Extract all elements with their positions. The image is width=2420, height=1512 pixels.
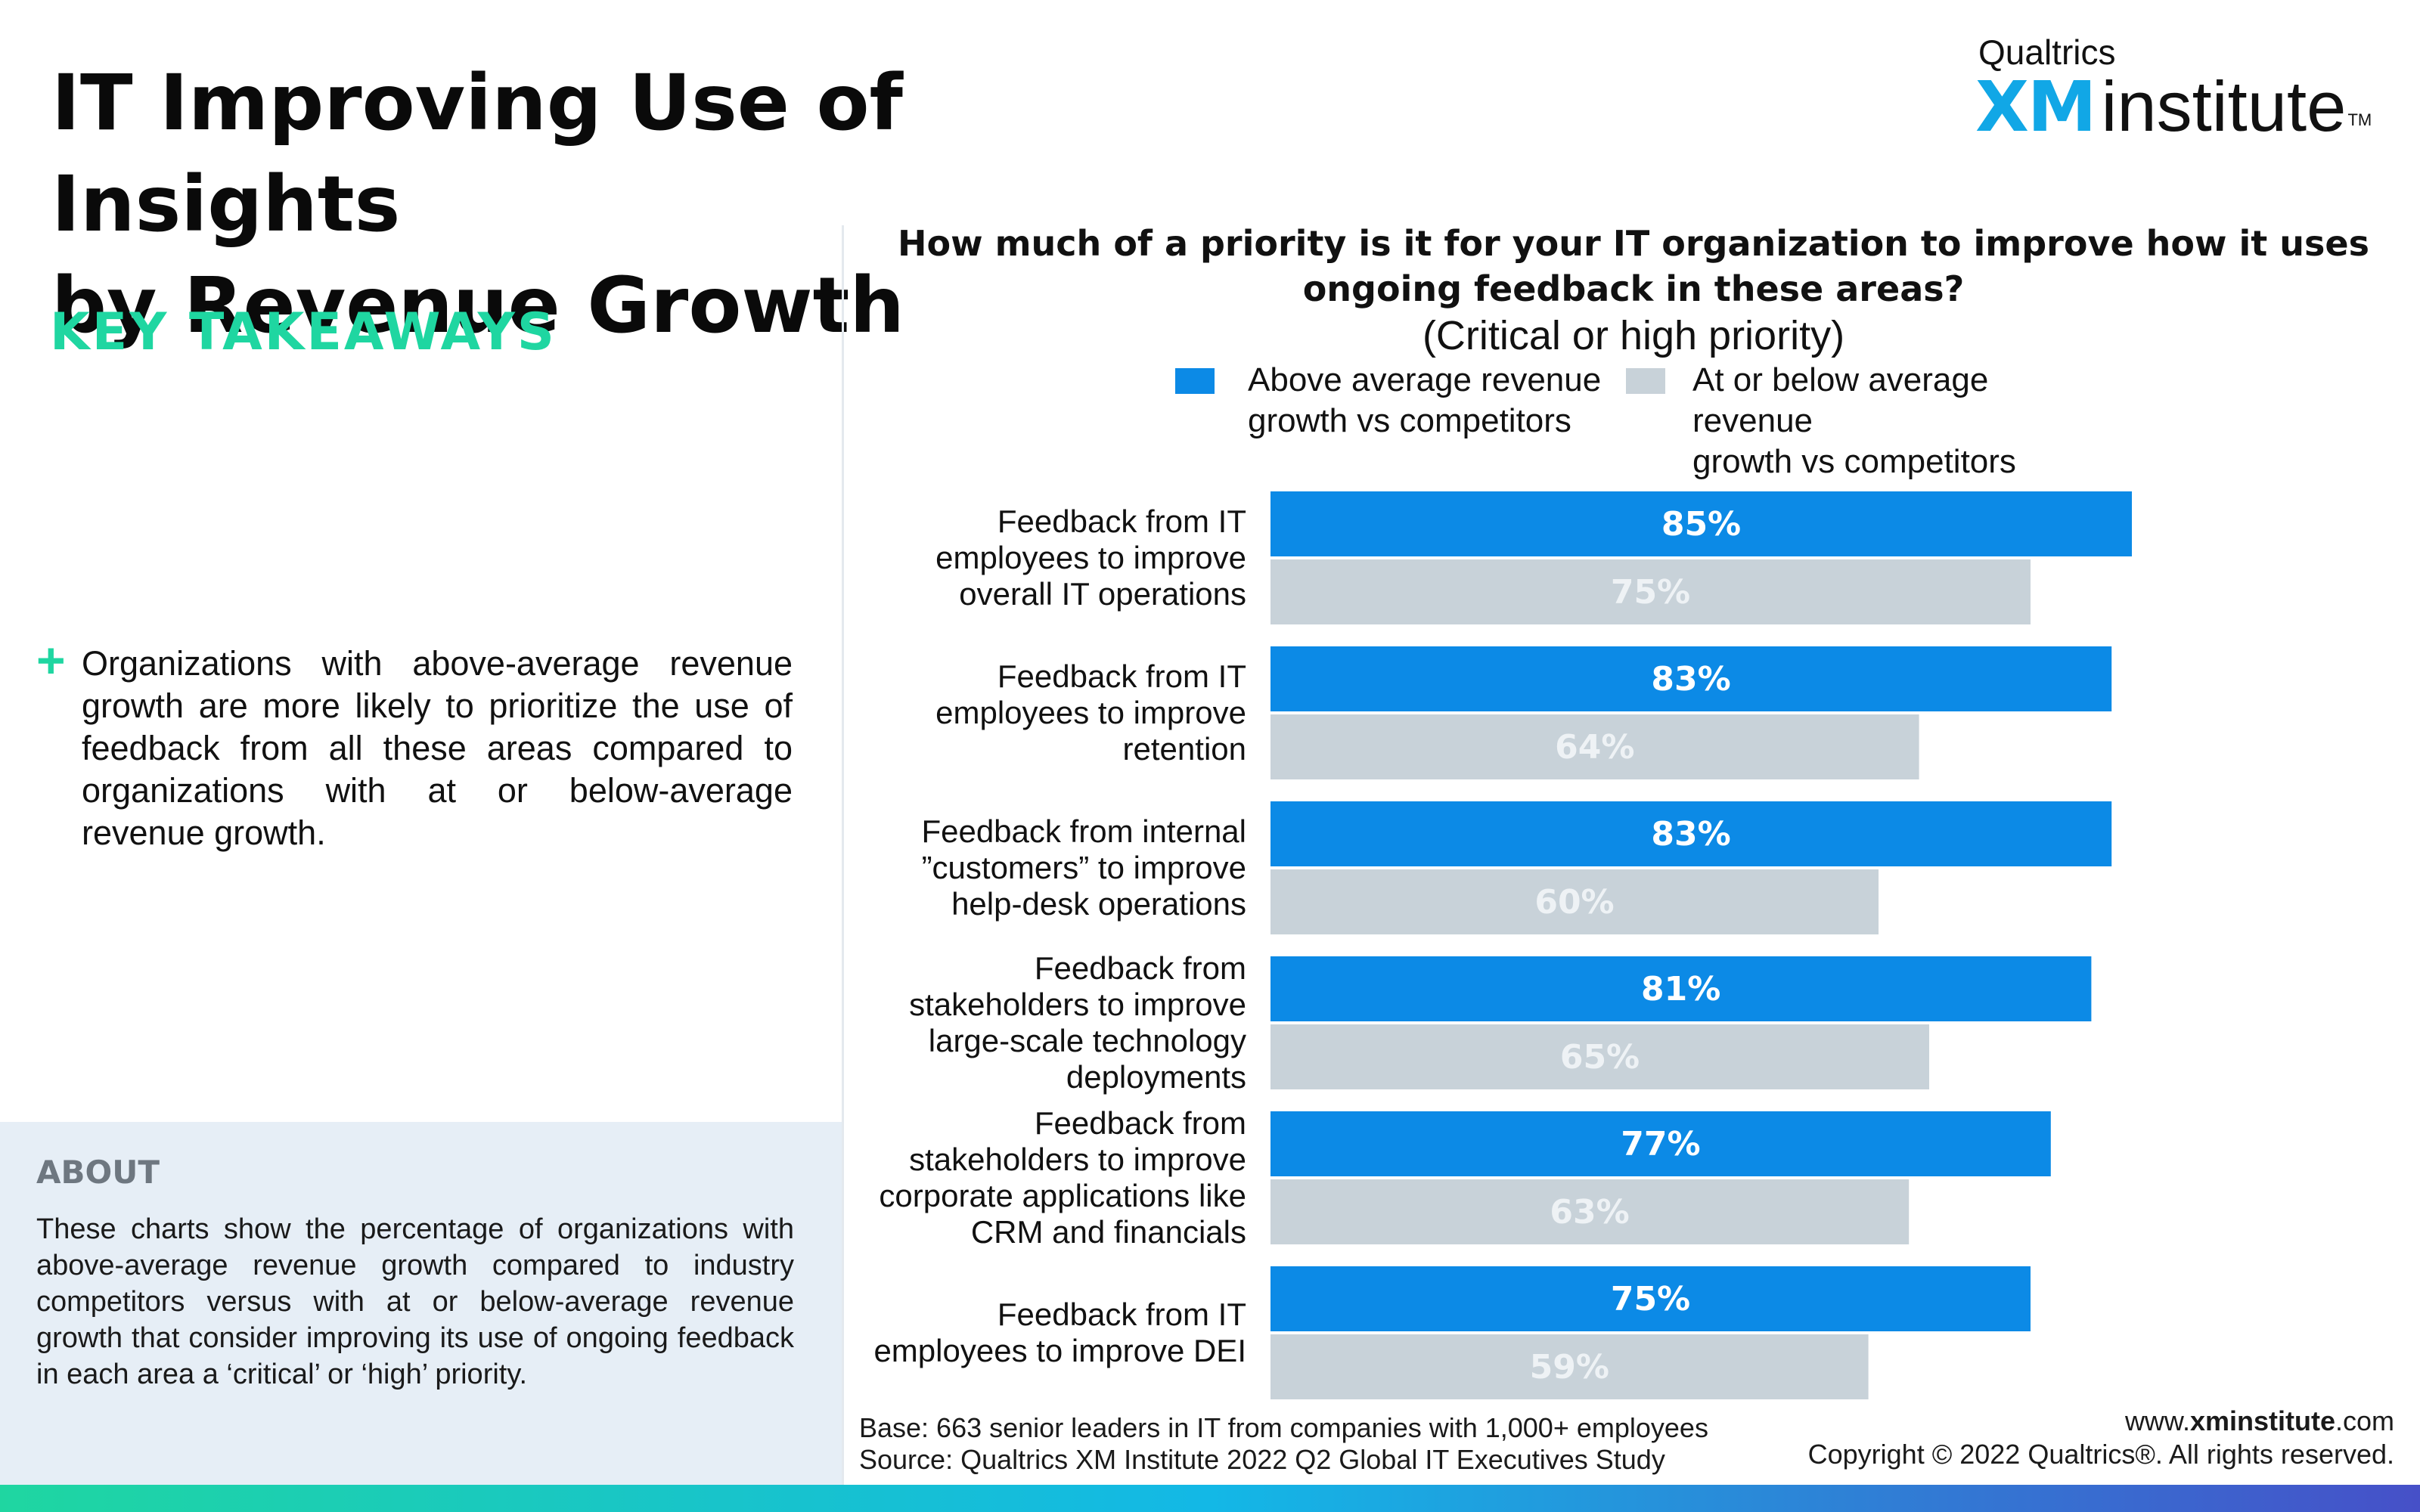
page-title-line-1: IT Improving Use of Insights <box>51 58 903 249</box>
page-title: IT Improving Use of Insights by Revenue … <box>51 53 1186 357</box>
category-label-1: Feedback from IT employees to improve over… <box>935 503 1246 612</box>
bar-below-6 <box>1270 1334 1869 1399</box>
footer-copyright-block: www.xminstitute.com Copyright © 2022 Qua… <box>1808 1405 2394 1471</box>
logo-company-text: Qualtrics <box>1978 33 2116 72</box>
data-label-below-1: 75% <box>1611 573 1690 612</box>
footer-url-prefix: www. <box>2124 1405 2190 1436</box>
data-label-below-4: 65% <box>1560 1038 1640 1077</box>
category-label-4: Feedback from stakeholders to improve larg… <box>909 950 1246 1095</box>
logo-xm-text: XM <box>1975 67 2096 147</box>
about-text: These charts show the percentage of orga… <box>36 1213 794 1390</box>
legend-label-above-line-2: growth vs competitors <box>1248 402 1571 439</box>
takeaway-text: Organizations with above-average revenue… <box>82 644 793 852</box>
chart-subtitle: (Critical or high priority) <box>1422 313 1845 358</box>
category-label-6: Feedback from IT employees to improve DEI <box>873 1297 1246 1368</box>
footer-base-text: Base: 663 senior leaders in IT from comp… <box>859 1412 1708 1443</box>
legend-label-above-line-1: Above average revenue <box>1248 361 1602 398</box>
key-takeaways-heading: KEY TAKEAWAYS <box>50 302 557 362</box>
data-label-above-6: 75% <box>1611 1280 1690 1318</box>
bar-below-3 <box>1270 869 1879 934</box>
legend-label-below: At or below average revenue growth vs co… <box>1692 360 2116 482</box>
logo-trademark: TM <box>2347 110 2372 129</box>
legend-label-above: Above average revenue growth vs competit… <box>1248 360 1671 442</box>
footer-source: Base: 663 senior leaders in IT from comp… <box>859 1412 1708 1476</box>
bar-above-4 <box>1270 956 2092 1021</box>
legend-swatch-above <box>1175 368 1215 394</box>
about-heading: ABOUT <box>36 1154 160 1191</box>
bar-below-4 <box>1270 1024 1929 1089</box>
data-label-below-3: 60% <box>1534 883 1614 922</box>
bar-below-5 <box>1270 1179 1910 1244</box>
bar-below-1 <box>1270 559 2031 624</box>
data-label-above-5: 77% <box>1621 1125 1700 1163</box>
column-divider <box>842 225 844 1485</box>
plus-icon: + <box>36 632 66 688</box>
about-panel <box>0 1122 842 1485</box>
bar-above-6 <box>1270 1266 2031 1331</box>
bar-above-5 <box>1270 1111 2051 1176</box>
footer-url-suffix: .com <box>2335 1405 2394 1436</box>
category-label-2: Feedback from IT employees to improve rete… <box>935 658 1246 767</box>
data-label-below-6: 59% <box>1530 1348 1609 1387</box>
category-label-5: Feedback from stakeholders to improve corp… <box>879 1105 1246 1250</box>
data-label-below-2: 64% <box>1555 728 1634 767</box>
category-label-3: Feedback from internal ”customers” to imp… <box>921 813 1246 922</box>
footer-url-bold: xminstitute <box>2189 1405 2335 1436</box>
logo-institute-text: institute <box>2101 67 2347 146</box>
chart-title: How much of a priority is it for your IT… <box>898 223 2369 309</box>
data-label-above-1: 85% <box>1661 505 1741 544</box>
logo-wordmark: XMinstituteTM <box>1975 65 2372 169</box>
bar-above-2 <box>1270 646 2112 711</box>
legend-label-below-line-2: growth vs competitors <box>1692 443 2016 480</box>
footer-copyright: Copyright © 2022 Qualtrics®. All rights … <box>1807 1439 2394 1470</box>
bar-above-3 <box>1270 801 2112 866</box>
bar-below-2 <box>1270 714 1919 779</box>
legend-swatch-below <box>1626 368 1665 394</box>
page-title-line-2: by Revenue Growth <box>51 261 905 351</box>
footer-url[interactable]: www.xminstitute.com <box>1808 1405 2394 1438</box>
data-label-below-5: 63% <box>1550 1193 1629 1232</box>
data-label-above-2: 83% <box>1651 660 1730 699</box>
data-label-above-4: 81% <box>1641 970 1720 1009</box>
footer-source-text: Source: Qualtrics XM Institute 2022 Q2 G… <box>859 1444 1665 1475</box>
bar-above-1 <box>1270 491 2132 556</box>
legend-label-below-line-1: At or below average revenue <box>1692 361 1989 439</box>
brand-gradient-bar <box>0 1485 2420 1512</box>
data-label-above-3: 83% <box>1651 815 1730 854</box>
